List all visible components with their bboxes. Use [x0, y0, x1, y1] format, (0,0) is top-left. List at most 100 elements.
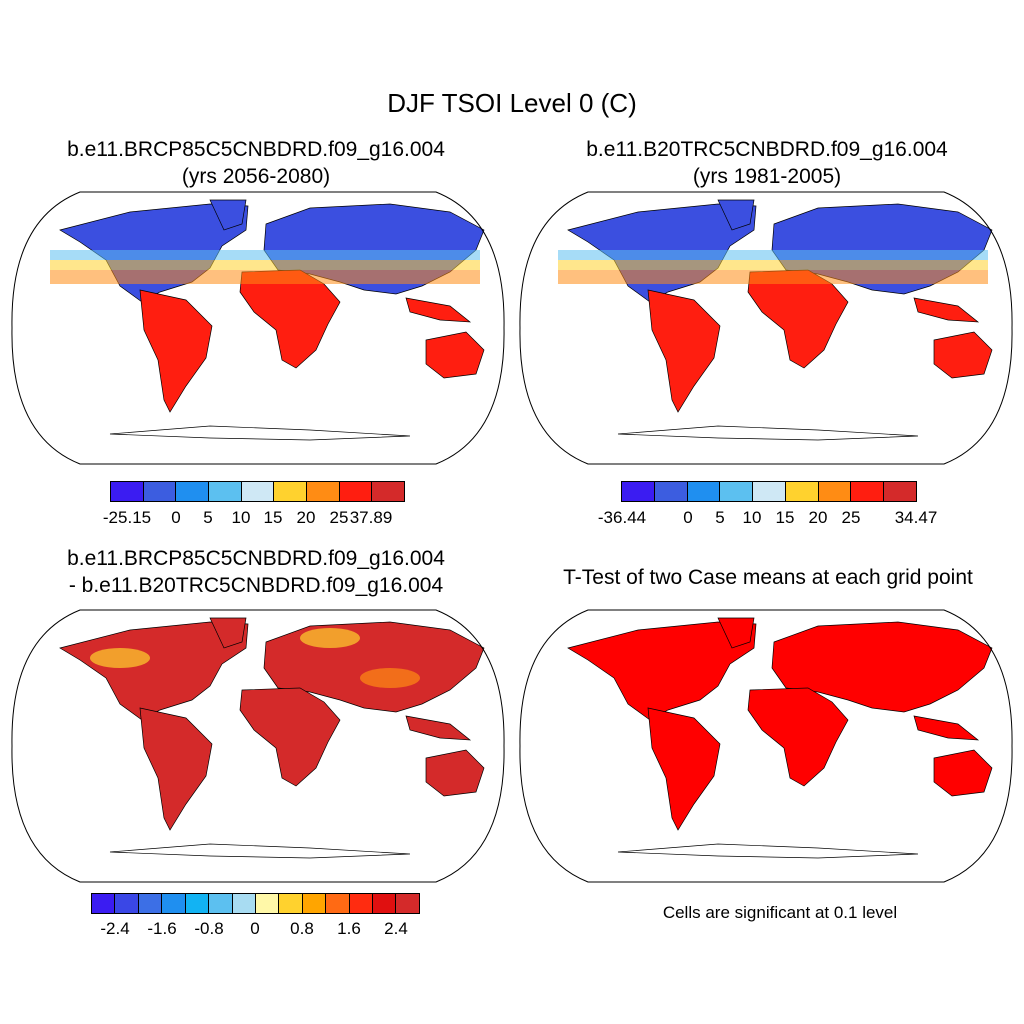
colorbar-swatch	[143, 482, 177, 501]
colorbar-tick-label: -1.6	[147, 919, 177, 938]
temperature-band	[50, 250, 480, 260]
continent-se-asia	[405, 715, 472, 741]
colorbar-swatch	[176, 482, 210, 501]
colorbar-tick-label: -0.8	[194, 919, 224, 938]
temperature-band	[558, 270, 988, 284]
colorbar-tick-label: 0.8	[290, 919, 314, 938]
continent-australia	[933, 749, 993, 797]
map-fill	[59, 617, 485, 859]
continent-se-asia	[913, 715, 980, 741]
map-frame	[519, 609, 1013, 883]
map-frame	[11, 609, 505, 883]
colorbar-tick-label: 15	[775, 508, 795, 527]
anomaly-patch	[360, 668, 420, 688]
colorbar-swatch	[654, 482, 688, 501]
colorbar-tick-label: 5	[203, 508, 213, 527]
colorbar-swatch	[302, 894, 327, 913]
colorbar-swatch	[349, 894, 374, 913]
colorbar-tick-label: 5	[715, 508, 725, 527]
continent-greenland	[209, 199, 247, 231]
map-frame	[519, 191, 1013, 465]
continent-greenland	[717, 199, 755, 231]
continent-africa	[747, 269, 849, 369]
panel3-title-line1: b.e11.BRCP85C5CNBDRD.f09_g16.004	[67, 547, 445, 570]
colorbar-swatch	[111, 482, 144, 501]
colorbar-swatch	[720, 482, 754, 501]
panel1-title-line1: b.e11.BRCP85C5CNBDRD.f09_g16.004	[67, 138, 445, 161]
temperature-band	[50, 260, 480, 270]
colorbar-tick-label: 25	[841, 508, 861, 527]
colorbar-tick-label: 20	[296, 508, 316, 527]
colorbar-tick-label: 34.47	[894, 508, 938, 527]
map-frame	[11, 191, 505, 465]
continent-africa	[239, 269, 341, 369]
colorbar-swatch	[851, 482, 885, 501]
colorbar-swatch	[115, 894, 139, 913]
colorbar-swatch	[92, 894, 116, 913]
colorbar-swatch	[818, 482, 852, 501]
colorbar-swatch	[622, 482, 655, 501]
map-fill	[558, 199, 993, 441]
temperature-band	[558, 260, 988, 270]
panel2-title: b.e11.B20TRC5CNBDRD.f09_g16.004 (yrs 198…	[522, 136, 1012, 190]
continent-greenland	[717, 617, 755, 649]
continent-antarctica-edge	[109, 843, 411, 859]
anomaly-patch	[90, 648, 150, 668]
continent-australia	[425, 749, 485, 797]
colorbar-tick-label: 37.89	[349, 508, 393, 527]
colorbar-tick-label: -2.4	[100, 919, 130, 938]
panel1-title-line2: (yrs 2056-2080)	[181, 165, 331, 188]
panel4-title: T-Test of two Case means at each grid po…	[563, 566, 973, 589]
map-panel-difference	[11, 609, 505, 883]
colorbar-swatch	[687, 482, 721, 501]
colorbar-swatch	[232, 894, 256, 913]
colorbar-swatch	[209, 482, 242, 501]
colorbar-tick-label: 1.6	[337, 919, 361, 938]
continent-antarctica-edge	[109, 425, 411, 441]
figure-title: DJF TSOI Level 0 (C)	[387, 88, 637, 118]
temperature-band	[50, 270, 480, 284]
map-fill	[567, 617, 993, 859]
temperature-band	[558, 250, 988, 260]
colorbar-swatch	[339, 482, 373, 501]
map-panel-case1	[11, 191, 505, 465]
panel2-title-line1: b.e11.B20TRC5CNBDRD.f09_g16.004	[586, 138, 948, 161]
continent-south-america	[139, 707, 213, 831]
continent-australia	[425, 331, 485, 379]
colorbar-swatch	[753, 482, 786, 501]
colorbar-swatch	[396, 894, 419, 913]
colorbar-tick-label: 2.4	[384, 919, 408, 938]
panel3-title-line2: - b.e11.B20TRC5CNBDRD.f09_g16.004	[68, 574, 444, 597]
colorbar-swatch	[241, 482, 275, 501]
panel2-title-line2: (yrs 1981-2005)	[692, 165, 842, 188]
colorbar-case2	[621, 481, 917, 502]
continent-se-asia	[913, 297, 980, 323]
colorbar-tick-label: 20	[808, 508, 828, 527]
continent-africa	[239, 687, 341, 787]
colorbar-tick-label: 15	[263, 508, 283, 527]
panel3-title: b.e11.BRCP85C5CNBDRD.f09_g16.004 - b.e11…	[12, 545, 500, 599]
colorbar-tick-label: 0	[683, 508, 693, 527]
colorbar-difference	[91, 893, 420, 914]
colorbar-swatch	[884, 482, 917, 501]
continent-south-america	[647, 707, 721, 831]
colorbar-tick-label: 10	[742, 508, 762, 527]
continent-se-asia	[405, 297, 472, 323]
significance-note: Cells are significant at 0.1 level	[662, 903, 898, 922]
continent-south-america	[139, 289, 213, 413]
colorbar-swatch	[162, 894, 186, 913]
continent-south-america	[647, 289, 721, 413]
colorbar-swatch	[785, 482, 819, 501]
colorbar-swatch	[372, 482, 405, 501]
colorbar-tick-label: -36.44	[597, 508, 647, 527]
colorbar-swatch	[279, 894, 303, 913]
continent-antarctica-edge	[617, 843, 919, 859]
map-panel-case2	[519, 191, 1013, 465]
continent-africa	[747, 687, 849, 787]
colorbar-swatch	[307, 482, 340, 501]
colorbar-tick-label: -25.15	[102, 508, 152, 527]
map-panel-ttest	[519, 609, 1013, 883]
anomaly-patch	[300, 628, 360, 648]
map-fill	[50, 199, 485, 441]
continent-australia	[933, 331, 993, 379]
